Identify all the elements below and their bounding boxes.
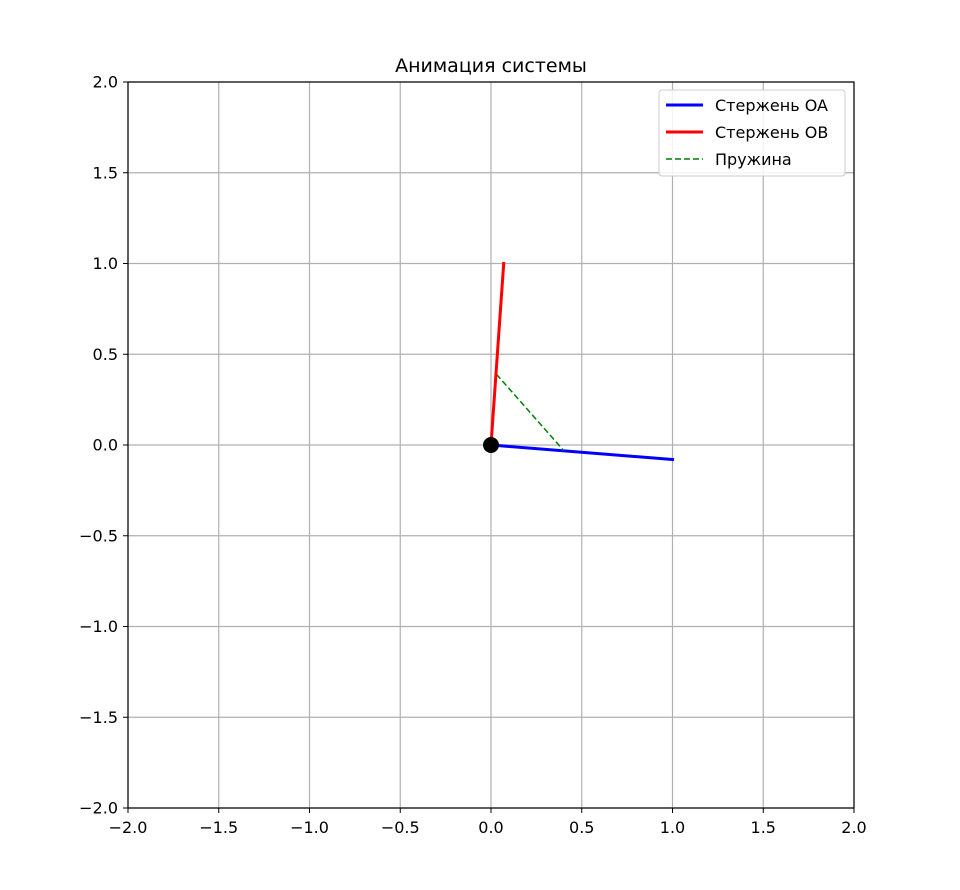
plot-area	[483, 261, 675, 462]
x-tick-label: −2.0	[109, 818, 148, 837]
y-tick-label: 1.5	[93, 163, 118, 182]
x-tick-label: −1.5	[199, 818, 238, 837]
y-tick-label: 0.5	[93, 345, 118, 364]
series-line-rod-oa	[489, 443, 675, 462]
y-tick-label: 2.0	[93, 73, 118, 92]
x-tick-label: 1.5	[751, 818, 776, 837]
y-tick-label: 1.0	[93, 254, 118, 273]
y-axis: −2.0 −1.5 −1.0 −0.5 0.0 0.5 1.0 1.5 2.0	[79, 73, 128, 818]
y-tick-label: −0.5	[79, 526, 118, 545]
pivot-point	[483, 437, 499, 453]
x-tick-label: 0.0	[478, 818, 503, 837]
x-tick-label: 0.5	[569, 818, 594, 837]
legend-label: Пружина	[715, 150, 792, 169]
x-tick-label: 1.0	[660, 818, 685, 837]
legend-label: Стержень OA	[715, 96, 828, 115]
legend-box	[658, 89, 846, 177]
x-tick-label: −0.5	[381, 818, 420, 837]
y-tick-label: −2.0	[79, 799, 118, 818]
series-line-spring	[495, 373, 565, 451]
y-tick-label: −1.0	[79, 617, 118, 636]
x-tick-label: 2.0	[841, 818, 866, 837]
y-tick-label: 0.0	[93, 436, 118, 455]
x-tick-label: −1.0	[290, 818, 329, 837]
legend-label: Стержень OB	[715, 123, 828, 142]
chart-title: Анимация системы	[395, 55, 587, 77]
legend: Стержень OA Стержень OB Пружина	[658, 89, 846, 177]
x-axis: −2.0 −1.5 −1.0 −0.5 0.0 0.5 1.0 1.5 2.0	[109, 808, 867, 837]
series-line-rod-ob	[489, 261, 506, 447]
y-tick-label: −1.5	[79, 708, 118, 727]
